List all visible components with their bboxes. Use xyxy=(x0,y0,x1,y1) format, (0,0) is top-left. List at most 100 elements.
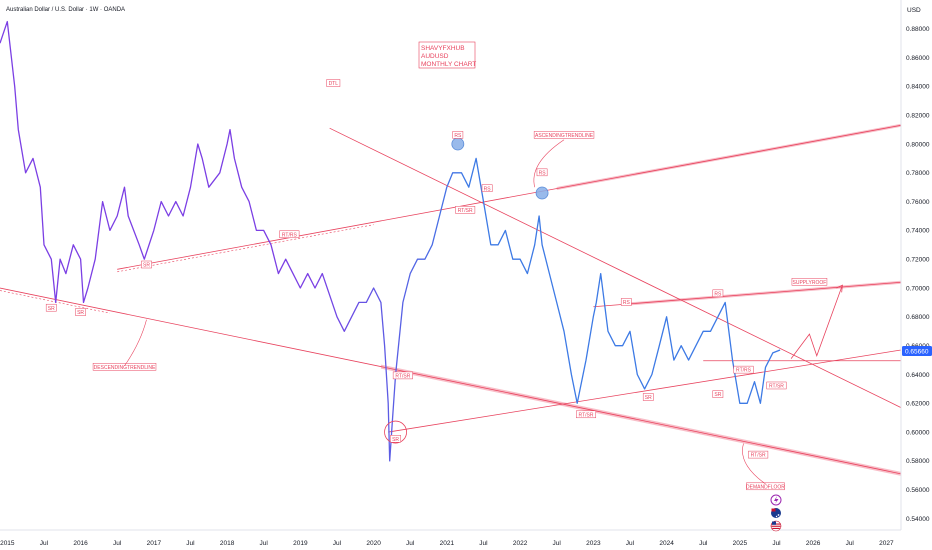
current-price-badge xyxy=(902,346,932,356)
price-tick-label: 0.88000 xyxy=(906,26,930,33)
chart-note-box xyxy=(418,41,476,69)
annotation-label: ASCENDINGTRENDLINE xyxy=(533,131,595,139)
time-axis-ticks: 2015 Jul 2016 Jul 2017 Jul 2018 Jul 2019 Jul 2020 J… xyxy=(0,540,894,547)
time-tick-label: Jul xyxy=(333,540,342,547)
annotation-label: SR xyxy=(712,390,724,398)
svg-text:SR: SR xyxy=(714,392,721,398)
lightning-icon[interactable] xyxy=(770,494,782,506)
time-axis[interactable]: 2015 Jul 2016 Jul 2017 Jul 2018 Jul 2019 Jul 2020 J… xyxy=(0,529,901,547)
annotation-label: RS xyxy=(452,131,464,139)
svg-text:RS: RS xyxy=(454,133,462,139)
chart-note-line-1: SHAVYFXHUB xyxy=(421,45,465,52)
price-axis-currency: USD xyxy=(907,7,921,14)
time-tick-label: Jul xyxy=(113,540,122,547)
time-tick-label: 2027 xyxy=(879,540,894,547)
annotation-label: RT/SR xyxy=(748,450,769,459)
chart-note: SHAVYFXHUB AUDUSD MONTHLY CHART xyxy=(418,41,476,69)
price-tick-label: 0.58000 xyxy=(906,458,930,465)
annotation-label: SR xyxy=(141,260,152,269)
svg-text:DEMANDFLOOR: DEMANDFLOOR xyxy=(746,484,785,490)
time-tick-label: 2022 xyxy=(513,540,528,547)
price-axis-ticks: 0.88000 0.86000 0.84000 0.82000 0.80000 0.780… xyxy=(906,26,930,523)
svg-text:RT/SR: RT/SR xyxy=(769,384,784,390)
svg-text:ASCENDINGTRENDLINE: ASCENDINGTRENDLINE xyxy=(535,133,594,139)
annotation-label: RS xyxy=(712,289,724,297)
time-tick-label: 2024 xyxy=(659,540,674,547)
svg-text:SR: SR xyxy=(392,437,399,443)
price-tick-label: 0.84000 xyxy=(906,84,930,91)
time-tick-label: 2019 xyxy=(293,540,308,547)
annotation-label: DESCENDINGTRENDLINE xyxy=(92,363,157,371)
trendline-dashed xyxy=(0,290,110,314)
annotation-label: RT/SR xyxy=(455,206,476,214)
annotation-label: RT/SR xyxy=(576,410,597,418)
time-tick-label: Jul xyxy=(699,540,708,547)
time-tick-label: 2023 xyxy=(586,540,601,547)
svg-text:DTL: DTL xyxy=(329,81,339,87)
trendlines xyxy=(0,124,902,475)
annotation-label: RS xyxy=(620,298,632,306)
price-tick-label: 0.82000 xyxy=(906,113,930,120)
time-tick-label: Jul xyxy=(772,540,781,547)
time-tick-label: 2018 xyxy=(220,540,235,547)
annotation-label: RT/SR xyxy=(766,381,787,390)
chart-title: Australian Dollar / U.S. Dollar · 1W · O… xyxy=(6,7,125,13)
svg-text:RT/RS: RT/RS xyxy=(736,368,752,374)
time-tick-label: 2020 xyxy=(366,540,381,547)
time-tick-label: Jul xyxy=(626,540,635,547)
price-tick-label: 0.64000 xyxy=(906,372,930,379)
time-tick-label: 2021 xyxy=(440,540,455,547)
time-tick-label: 2017 xyxy=(147,540,162,547)
callout-curve xyxy=(124,319,147,366)
time-tick-label: Jul xyxy=(260,540,269,547)
symbol-badges[interactable] xyxy=(770,494,782,532)
chart-note-line-2: AUDUSD xyxy=(421,53,449,60)
svg-text:SUPPLYROOF: SUPPLYROOF xyxy=(793,280,827,286)
trendline xyxy=(329,127,902,408)
annotation-label: SR xyxy=(45,303,57,312)
price-tick-label: 0.74000 xyxy=(906,228,930,235)
price-tick-label: 0.80000 xyxy=(906,141,930,148)
annotation-label: RS xyxy=(481,184,493,192)
time-tick-label: Jul xyxy=(479,540,488,547)
price-axis[interactable]: USD 0.880000.860000.840000.820000.800000… xyxy=(900,0,932,530)
chart-note-line-3: MONTHLY CHART xyxy=(421,61,476,68)
usa-flag-icon[interactable] xyxy=(770,520,782,532)
price-tick-label: 0.86000 xyxy=(906,55,930,62)
annotation-label: RT/RS xyxy=(733,365,754,374)
time-tick-label: Jul xyxy=(553,540,562,547)
price-tick-label: 0.56000 xyxy=(906,487,930,494)
trendline xyxy=(388,349,902,433)
price-tick-label: 0.68000 xyxy=(906,314,930,321)
svg-text:RS: RS xyxy=(714,291,722,297)
annotation-label: SR xyxy=(642,393,654,401)
svg-text:RT/SR: RT/SR xyxy=(458,208,473,214)
time-tick-label: Jul xyxy=(846,540,855,547)
annotation-label: RS xyxy=(536,168,548,176)
price-tick-label: 0.72000 xyxy=(906,257,930,264)
annotation-label: RT/SR xyxy=(392,371,413,379)
time-tick-label: 2016 xyxy=(73,540,88,547)
time-tick-label: 2025 xyxy=(733,540,748,547)
australia-flag-icon[interactable] xyxy=(771,508,781,518)
svg-text:RS: RS xyxy=(539,170,547,176)
projection-path xyxy=(790,285,843,359)
annotation-label: DTL xyxy=(326,79,341,87)
highlight-circle xyxy=(451,137,465,151)
svg-text:RT/SR: RT/SR xyxy=(395,373,410,379)
price-tick-label: 0.60000 xyxy=(906,429,930,436)
callout-curve xyxy=(742,443,766,485)
trendline xyxy=(0,287,902,475)
annotation-label: SUPPLYROOF xyxy=(791,278,828,286)
projection-arrowhead xyxy=(836,284,843,293)
time-tick-label: Jul xyxy=(186,540,195,547)
price-tick-label: 0.78000 xyxy=(906,170,930,177)
price-series xyxy=(0,20,781,462)
time-tick-label: 2026 xyxy=(806,540,821,547)
annotation-label: SR xyxy=(390,435,401,443)
highlight-circles xyxy=(384,137,549,444)
svg-text:SR: SR xyxy=(645,395,652,401)
trendline xyxy=(117,124,902,270)
svg-text:SR: SR xyxy=(77,310,84,316)
